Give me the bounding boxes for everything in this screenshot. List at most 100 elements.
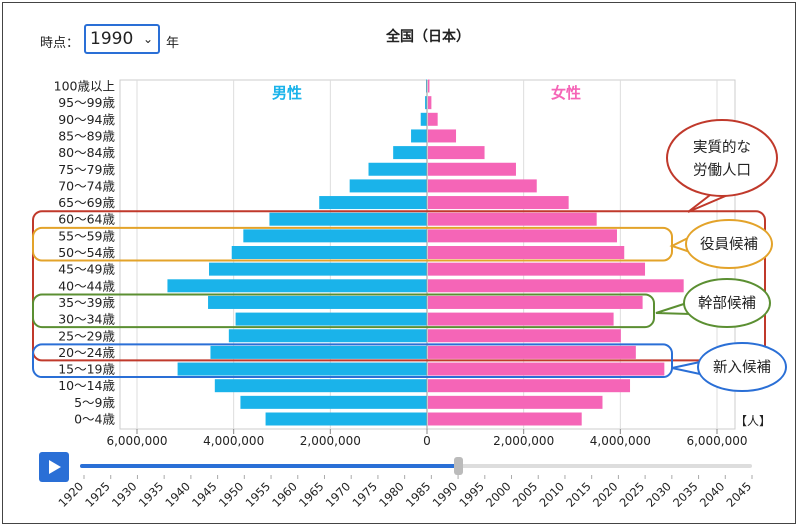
timeline-year-label: 2025 (617, 479, 648, 510)
female-bar (428, 196, 569, 210)
newhire-callout-pointer (671, 360, 701, 376)
timeline-year-label: 2040 (697, 479, 728, 510)
newhire-callout-text: 新入候補 (713, 359, 771, 376)
age-label: 35〜39歳 (58, 295, 115, 310)
female-bar (428, 112, 438, 126)
timeline-year-label: 2010 (536, 479, 567, 510)
age-label: 20〜24歳 (58, 345, 115, 360)
age-label: 10〜14歳 (58, 378, 115, 393)
timeline-year-label: 1970 (323, 479, 354, 510)
timeline-year-label: 2030 (643, 479, 674, 510)
labor-band (32, 210, 766, 362)
timeline-year-label: 2020 (590, 479, 621, 510)
chevron-down-icon: ⌄ (142, 32, 153, 46)
female-bar (428, 162, 516, 176)
timeline-year-label: 1930 (109, 479, 140, 510)
male-bar (425, 96, 427, 110)
legend-male: 男性 (272, 84, 302, 102)
male-bar (265, 412, 427, 426)
timeline-year-label: 1965 (296, 479, 327, 510)
female-bar (428, 329, 621, 343)
age-label: 80〜84歳 (58, 145, 115, 160)
newhire-band (32, 343, 673, 379)
male-bar (167, 279, 427, 293)
female-bar (428, 212, 597, 226)
age-label: 90〜94歳 (58, 112, 115, 127)
time-label: 時点： (40, 36, 80, 51)
timeline-year-label: 2005 (510, 479, 541, 510)
timeline-year-label: 1980 (376, 479, 407, 510)
year-select-value: 1990 (90, 29, 134, 49)
manager-callout (683, 278, 771, 328)
timeline-year-label: 2035 (670, 479, 701, 510)
timeline-year-label: 1975 (349, 479, 380, 510)
officer-callout-text: 役員候補 (700, 236, 758, 253)
age-label: 25〜29歳 (58, 328, 115, 343)
unit-label: 【人】 (735, 414, 772, 428)
male-bar (243, 229, 427, 243)
female-bar (428, 229, 617, 243)
age-label: 100歳以上 (54, 79, 115, 94)
timeline-progress (80, 464, 459, 468)
timeline-year-label: 1920 (56, 479, 87, 510)
labor-callout-line2: 労働人口 (693, 162, 751, 179)
timeline-year-label: 1945 (189, 479, 220, 510)
chart-title: 全国（日本） (386, 29, 470, 45)
age-label: 50〜54歳 (58, 245, 115, 260)
age-label: 45〜49歳 (58, 262, 115, 277)
manager-band (32, 293, 655, 329)
timeline-year-label: 1925 (82, 479, 113, 510)
x-tick-label: 4,000,000 (203, 434, 264, 448)
x-tick-label: 0 (423, 434, 431, 448)
male-bar (393, 146, 427, 160)
timeline-thumb[interactable] (454, 457, 464, 475)
male-bar (235, 312, 427, 326)
timeline-year-label: 2015 (563, 479, 594, 510)
year-select[interactable]: 1990 ⌄ (84, 24, 160, 54)
male-bar (209, 262, 427, 276)
female-bar (428, 79, 430, 93)
timeline-year-label: 1950 (216, 479, 247, 510)
male-bar (177, 362, 427, 376)
age-label: 85〜89歳 (58, 128, 115, 143)
male-bar (349, 179, 427, 193)
male-bar (210, 345, 427, 359)
officer-callout (685, 219, 773, 269)
year-suffix: 年 (166, 36, 180, 51)
timeline-year-label: 2045 (724, 479, 755, 510)
male-bar (208, 295, 427, 309)
timeline-year-label: 1935 (136, 479, 167, 510)
age-label: 95〜99歳 (58, 95, 115, 110)
newhire-callout (697, 342, 787, 392)
timeline-track[interactable] (80, 464, 752, 468)
x-tick-label: 2,000,000 (300, 434, 361, 448)
x-tick-label: 4,000,000 (590, 434, 651, 448)
female-bar (428, 412, 582, 426)
labor-callout (666, 119, 778, 197)
age-label: 30〜34歳 (58, 312, 115, 327)
female-bar (428, 295, 643, 309)
male-bar (319, 196, 427, 210)
female-bar (428, 96, 432, 110)
age-label: 15〜19歳 (58, 362, 115, 377)
male-bar (231, 246, 427, 259)
male-bar (411, 129, 427, 143)
female-bar (428, 246, 625, 259)
timeline-year-label: 1995 (456, 479, 487, 510)
male-bar (368, 162, 427, 176)
timeline-year-label: 1940 (162, 479, 193, 510)
timeline-year-label: 1960 (269, 479, 300, 510)
age-label: 70〜74歳 (58, 178, 115, 193)
x-tick-label: 6,000,000 (106, 434, 167, 448)
play-button[interactable] (39, 452, 69, 482)
play-icon (49, 460, 61, 474)
age-label: 65〜69歳 (58, 195, 115, 210)
female-bar (428, 345, 636, 359)
age-label: 75〜79歳 (58, 162, 115, 177)
x-tick-label: 6,000,000 (686, 434, 747, 448)
age-label: 0〜4歳 (74, 412, 115, 427)
female-bar (428, 362, 665, 376)
female-bar (428, 129, 457, 143)
age-label: 55〜59歳 (58, 228, 115, 243)
